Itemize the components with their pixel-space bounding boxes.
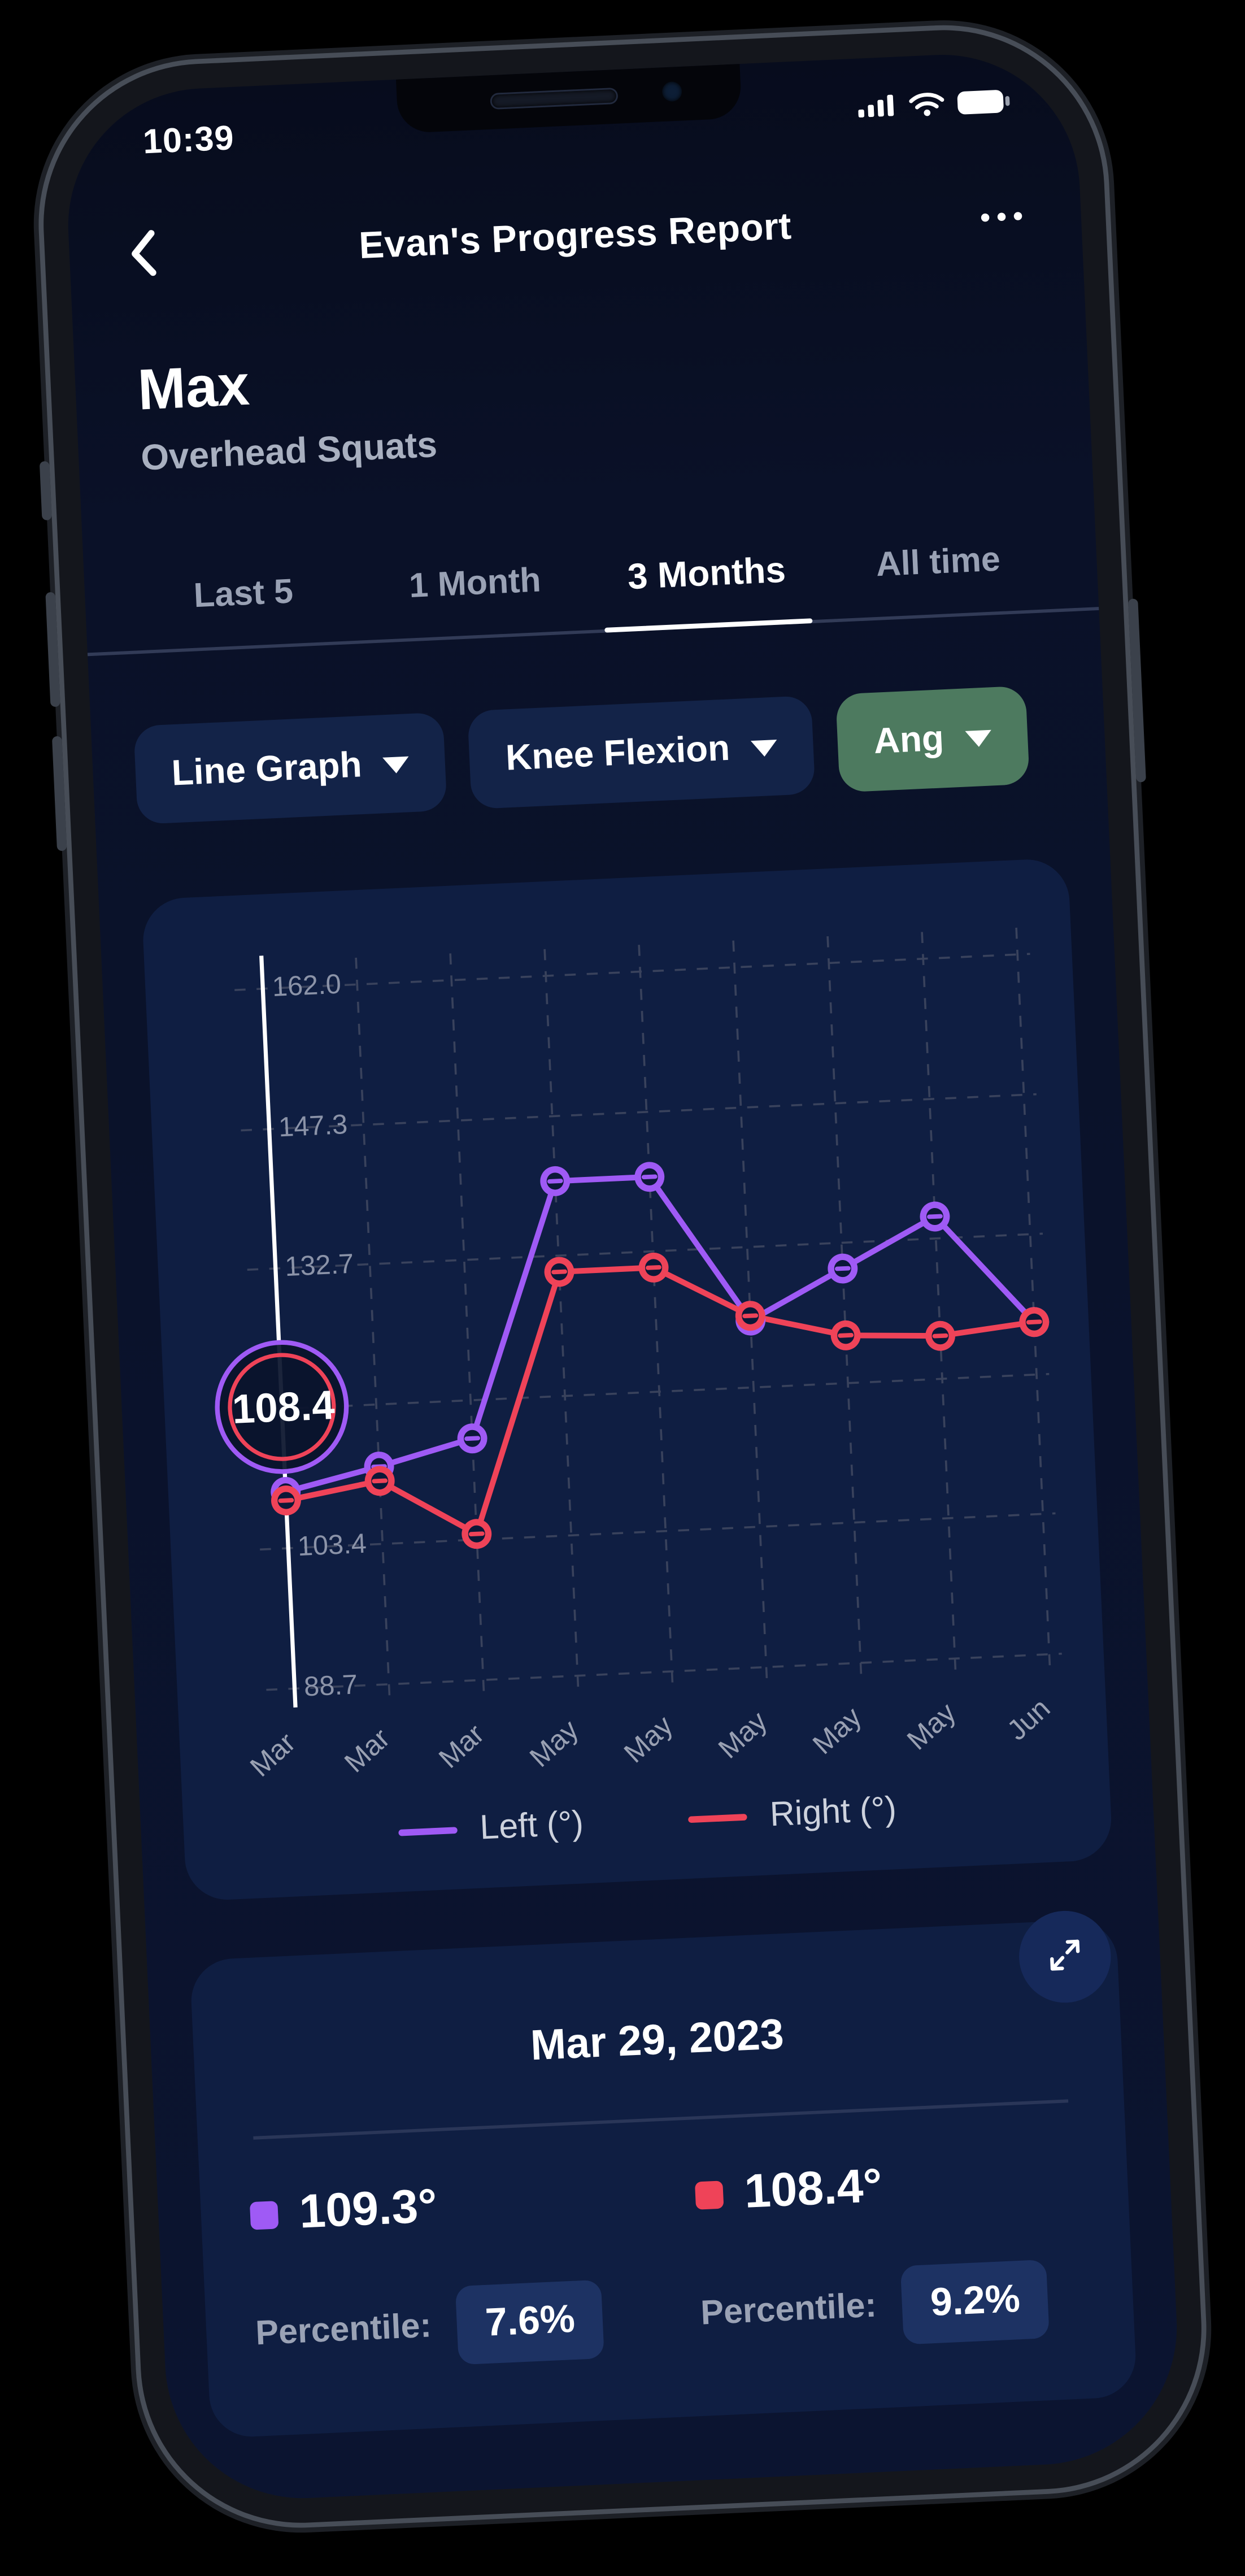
percentile-badge-left: 7.6% xyxy=(455,2279,605,2364)
detail-divider xyxy=(253,2099,1069,2139)
phone-screen: 10:39 xyxy=(62,49,1183,2504)
battery-icon xyxy=(956,87,1011,124)
svg-text:108.4: 108.4 xyxy=(231,1382,336,1432)
svg-text:88.7: 88.7 xyxy=(303,1669,358,1702)
chevron-down-icon xyxy=(382,756,410,774)
filter-row: Line Graph Knee Flexion Ang xyxy=(133,684,1064,825)
svg-text:May: May xyxy=(807,1701,868,1760)
back-button[interactable] xyxy=(127,226,202,283)
percentile-left: Percentile: 7.6% xyxy=(254,2277,640,2373)
svg-text:May: May xyxy=(524,1714,585,1773)
status-time: 10:39 xyxy=(142,119,236,162)
progress-chart[interactable]: 162.0 147.3 132.7 103.4 88.7 108.4 Mar Mar Mar Ma… xyxy=(166,898,1086,1818)
detail-date: Mar 29, 2023 xyxy=(529,2009,785,2070)
status-icons xyxy=(857,87,1011,128)
svg-text:132.7: 132.7 xyxy=(284,1249,354,1282)
expand-button[interactable] xyxy=(1017,1909,1113,2005)
percentile-label-left: Percentile: xyxy=(254,2306,433,2352)
detail-card: Mar 29, 2023 109.3° 108.4° Percentile: xyxy=(189,1909,1138,2438)
volume-down-button xyxy=(51,736,67,852)
svg-text:May: May xyxy=(901,1696,962,1756)
header: Evan's Progress Report xyxy=(127,189,1023,283)
svg-text:Mar: Mar xyxy=(244,1726,301,1783)
svg-text:Mar: Mar xyxy=(433,1718,490,1774)
tab-bar: Last 5 1 Month 3 Months All time xyxy=(83,515,1099,657)
metric-value-left: 109.3° xyxy=(298,2179,438,2239)
metric-left: 109.3° xyxy=(249,2171,634,2242)
wifi-icon xyxy=(908,90,946,126)
percentile-right: Percentile: 9.2% xyxy=(637,2257,1085,2356)
svg-text:Jun: Jun xyxy=(1001,1692,1056,1747)
percentile-badge-right: 9.2% xyxy=(900,2258,1050,2344)
ellipsis-icon xyxy=(980,212,990,223)
power-button xyxy=(1128,598,1146,783)
tab-1-month[interactable]: 1 Month xyxy=(358,538,593,641)
svg-text:May: May xyxy=(712,1705,773,1765)
unit-dropdown[interactable]: Ang xyxy=(835,685,1030,793)
svg-text:Mar: Mar xyxy=(338,1722,395,1779)
svg-text:162.0: 162.0 xyxy=(272,969,342,1002)
chevron-left-icon xyxy=(127,228,159,284)
expand-icon xyxy=(1046,1935,1084,1978)
tab-3-months[interactable]: 3 Months xyxy=(589,528,825,630)
title-block: Max Overhead Squats xyxy=(137,318,1029,480)
phone-mockup: 10:39 xyxy=(36,23,1209,2530)
legend-swatch-right xyxy=(687,1813,747,1824)
svg-text:May: May xyxy=(618,1709,679,1769)
chevron-down-icon xyxy=(964,729,992,748)
legend-item-left: Left (°) xyxy=(397,1805,584,1852)
metric-swatch-right xyxy=(694,2179,724,2209)
legend-swatch-left xyxy=(398,1826,458,1837)
legend-label-left: Left (°) xyxy=(479,1805,585,1848)
volume-up-button xyxy=(45,592,60,707)
mute-switch xyxy=(39,461,52,521)
legend-label-right: Right (°) xyxy=(769,1791,898,1834)
percentile-row: Percentile: 7.6% Percentile: 9.2% xyxy=(254,2257,1085,2373)
metric-row: 109.3° 108.4° xyxy=(249,2151,1079,2242)
percentile-label-right: Percentile: xyxy=(699,2286,878,2332)
tab-all-time[interactable]: All time xyxy=(821,517,1056,619)
speaker-grille xyxy=(491,89,617,108)
metric-swatch-left xyxy=(249,2200,279,2230)
metric-dropdown[interactable]: Knee Flexion xyxy=(467,695,816,810)
graph-type-dropdown[interactable]: Line Graph xyxy=(133,712,448,825)
metric-right: 108.4° xyxy=(632,2151,1079,2225)
chevron-down-icon xyxy=(751,740,778,758)
signal-icon xyxy=(857,92,898,128)
chart-card: 162.0 147.3 132.7 103.4 88.7 108.4 Mar Mar Mar Ma… xyxy=(141,857,1113,1902)
legend-item-right: Right (°) xyxy=(687,1791,898,1839)
header-title: Evan's Progress Report xyxy=(358,204,793,267)
svg-text:147.3: 147.3 xyxy=(278,1109,348,1143)
tab-last-5[interactable]: Last 5 xyxy=(126,549,362,651)
status-bar: 10:39 xyxy=(62,49,1077,167)
menu-button[interactable] xyxy=(950,211,1022,224)
svg-text:103.4: 103.4 xyxy=(297,1528,367,1562)
camera-dot xyxy=(661,81,682,102)
metric-value-right: 108.4° xyxy=(743,2159,883,2218)
